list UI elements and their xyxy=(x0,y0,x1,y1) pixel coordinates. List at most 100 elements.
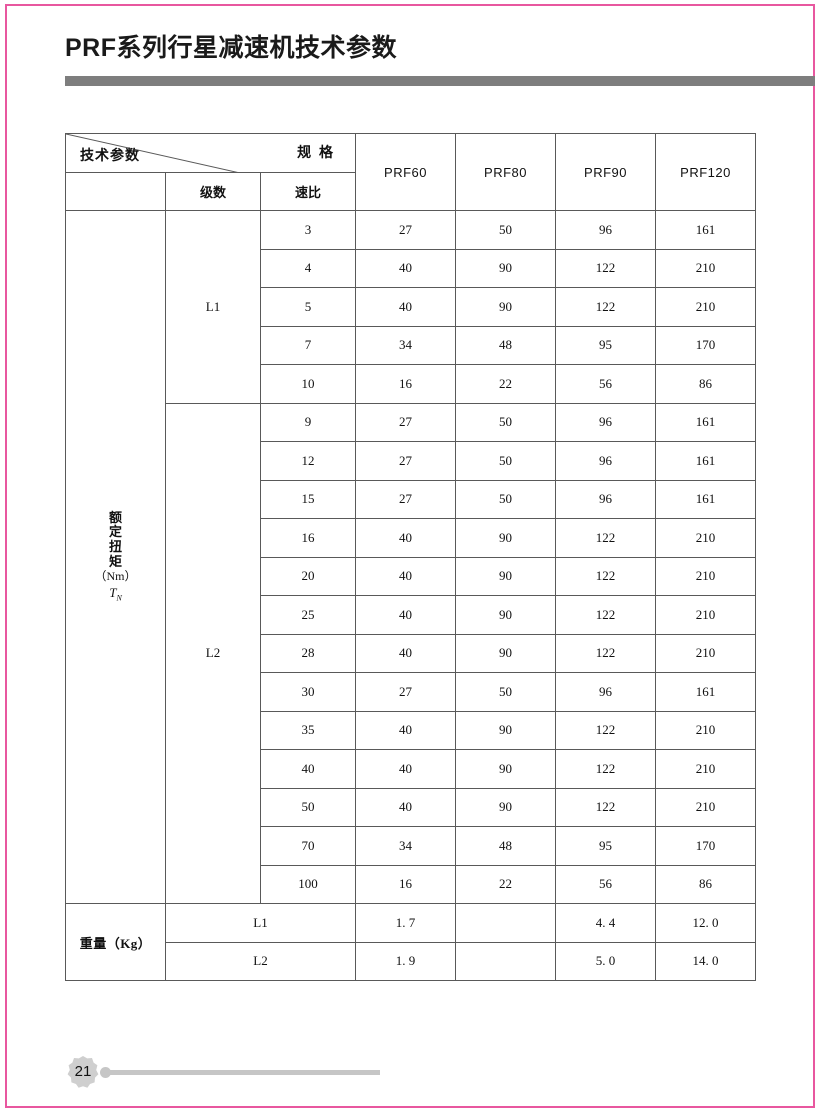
ratio-cell: 9 xyxy=(259,402,357,442)
value-cell: 122 xyxy=(555,787,657,827)
table-row: L2 9 27 50 96 161 xyxy=(66,402,757,904)
ratio-cell: 35 xyxy=(259,710,357,750)
page-number: 21 xyxy=(74,1063,92,1080)
table-row: 40 40 90 122 210 xyxy=(66,749,757,789)
ratio-cell: 7 xyxy=(259,325,357,365)
value-cell: 27 xyxy=(355,441,457,481)
subheader-stages: 级数 xyxy=(165,171,261,211)
page-border-right xyxy=(813,4,815,1108)
value-cell: 210 xyxy=(655,248,757,288)
corner-row-label: 技术参数 xyxy=(80,146,140,163)
value-cell: 161 xyxy=(655,479,757,519)
value-cell: 27 xyxy=(355,210,457,250)
value-cell: 210 xyxy=(655,556,757,596)
value-cell: 210 xyxy=(655,749,757,789)
value-cell: 48 xyxy=(455,826,557,866)
ratio-cell: 70 xyxy=(259,826,357,866)
value-cell: 56 xyxy=(555,864,657,904)
value-cell: 22 xyxy=(455,864,557,904)
subheader-blank-cell xyxy=(65,171,166,211)
value-cell: 40 xyxy=(355,787,457,827)
value-cell: 96 xyxy=(555,479,657,519)
value-cell: 27 xyxy=(355,479,457,519)
ratio-cell: 100 xyxy=(259,864,357,904)
torque-char-3: 扭 xyxy=(108,539,122,554)
table-row: 35 40 90 122 210 xyxy=(66,710,757,750)
weight-value-cell: 14. 0 xyxy=(655,941,757,981)
value-cell: 40 xyxy=(355,749,457,789)
model-header-prf120: PRF120 xyxy=(655,133,757,211)
weight-row-l2: L2 1. 9 5. 0 14. 0 xyxy=(66,941,757,981)
value-cell: 90 xyxy=(455,595,557,635)
value-cell: 50 xyxy=(455,479,557,519)
torque-symbol-subscript: N xyxy=(116,593,122,603)
table-row: 100 16 22 56 86 xyxy=(66,864,757,904)
value-cell: 50 xyxy=(455,402,557,442)
value-cell: 48 xyxy=(455,325,557,365)
torque-char-2: 定 xyxy=(108,524,122,540)
model-header-prf90: PRF90 xyxy=(555,133,657,211)
weight-value-cell: 1. 9 xyxy=(355,941,457,981)
value-cell: 210 xyxy=(655,518,757,558)
table-row: 7 34 48 95 170 xyxy=(66,325,757,365)
model-header-prf60: PRF60 xyxy=(355,133,457,211)
table-row: 16 40 90 122 210 xyxy=(66,518,757,558)
value-cell: 122 xyxy=(555,518,657,558)
value-cell: 90 xyxy=(455,518,557,558)
weight-value-cell: 1. 7 xyxy=(355,903,457,943)
page-border-left xyxy=(5,4,7,1108)
table-row: 20 40 90 122 210 xyxy=(66,556,757,596)
value-cell: 170 xyxy=(655,826,757,866)
ratio-cell: 30 xyxy=(259,672,357,712)
value-cell: 122 xyxy=(555,749,657,789)
value-cell: 161 xyxy=(655,672,757,712)
value-cell: 210 xyxy=(655,787,757,827)
ratio-cell: 12 xyxy=(259,441,357,481)
table-header-row: 技术参数 规 格 PRF60 PRF80 PRF90 PRF120 xyxy=(64,133,757,211)
ratio-cell: 50 xyxy=(259,787,357,827)
torque-char-4: 矩 xyxy=(108,553,122,569)
table-row: 28 40 90 122 210 xyxy=(66,633,757,673)
torque-unit: （Nm） xyxy=(94,569,137,584)
value-cell: 96 xyxy=(555,441,657,481)
spec-table: 技术参数 规 格 PRF60 PRF80 PRF90 PRF120 级数 速比 xyxy=(64,133,757,981)
value-cell: 86 xyxy=(655,364,757,404)
value-cell: 16 xyxy=(355,864,457,904)
value-cell: 56 xyxy=(555,364,657,404)
value-cell: 27 xyxy=(355,402,457,442)
rated-torque-label: 额 定 扭 矩 （Nm） TN xyxy=(65,210,166,904)
table-row: 额 定 扭 矩 （Nm） TN L1 3 27 50 96 161 xyxy=(65,210,757,904)
value-cell: 122 xyxy=(555,287,657,327)
value-cell: 210 xyxy=(655,633,757,673)
weight-value-cell: 4. 4 xyxy=(555,903,657,943)
footer-line xyxy=(110,1070,380,1075)
corner-header-cell: 技术参数 规 格 xyxy=(64,133,357,173)
value-cell: 210 xyxy=(655,287,757,327)
stage-label-l2: L2 xyxy=(165,402,261,904)
value-cell: 34 xyxy=(355,826,457,866)
weight-value-cell: 5. 0 xyxy=(555,941,657,981)
value-cell: 122 xyxy=(555,595,657,635)
value-cell: 161 xyxy=(655,402,757,442)
page-border-bottom xyxy=(5,1106,815,1108)
page-title: PRF系列行星减速机技术参数 xyxy=(65,34,398,62)
value-cell: 40 xyxy=(355,248,457,288)
value-cell: 50 xyxy=(455,441,557,481)
footer-dot xyxy=(100,1067,111,1078)
torque-char-1: 额 xyxy=(108,509,122,525)
value-cell: 95 xyxy=(555,325,657,365)
weight-stage-l1: L1 xyxy=(164,903,357,943)
ratio-cell: 10 xyxy=(259,364,357,404)
ratio-cell: 20 xyxy=(259,556,357,596)
ratio-cell: 16 xyxy=(259,518,357,558)
value-cell: 40 xyxy=(355,518,457,558)
weight-value-cell xyxy=(455,903,557,943)
value-cell: 22 xyxy=(455,364,557,404)
value-cell: 122 xyxy=(555,633,657,673)
value-cell: 40 xyxy=(355,595,457,635)
value-cell: 96 xyxy=(555,672,657,712)
value-cell: 50 xyxy=(455,672,557,712)
page-border-top xyxy=(5,4,815,6)
value-cell: 210 xyxy=(655,595,757,635)
